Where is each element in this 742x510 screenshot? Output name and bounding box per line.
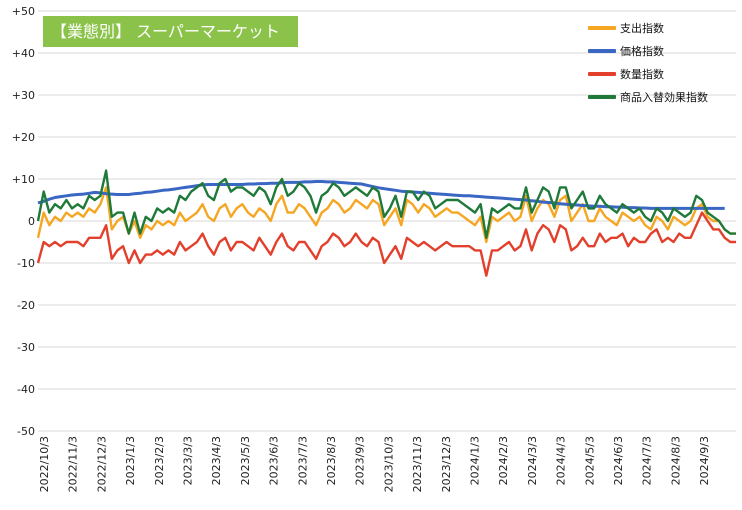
x-tick-label: 2024/5/3 [583, 436, 596, 485]
legend-item: 商品入替効果指数 [588, 85, 708, 108]
x-tick-label: 2023/10/3 [382, 436, 395, 492]
legend-label: 価格指数 [620, 44, 664, 58]
x-tick-label: 2023/8/3 [325, 436, 338, 485]
y-tick-label: +50 [12, 5, 35, 18]
x-tick-label: 2024/8/3 [669, 436, 682, 485]
legend-swatch [588, 94, 616, 99]
y-tick-label: -10 [17, 257, 35, 270]
x-tick-label: 2022/11/3 [67, 436, 80, 492]
series-line-2 [36, 211, 736, 277]
x-tick-label: 2023/4/3 [210, 436, 223, 485]
x-tick-label: 2024/2/3 [497, 436, 510, 485]
x-tick-label: 2024/9/3 [698, 436, 711, 485]
x-tick-label: 2023/2/3 [153, 436, 166, 485]
legend-item: 数量指数 [588, 62, 708, 85]
legend: 支出指数価格指数数量指数商品入替効果指数 [588, 16, 708, 108]
x-tick-label: 2024/6/3 [612, 436, 625, 485]
y-tick-label: +10 [12, 173, 35, 186]
x-tick-label: 2024/7/3 [641, 436, 654, 485]
legend-swatch [588, 25, 616, 30]
x-tick-label: 2023/3/3 [182, 436, 195, 485]
series-line-0 [36, 186, 736, 244]
x-tick-label: 2023/12/3 [440, 436, 453, 492]
y-tick-label: +20 [12, 131, 35, 144]
y-tick-label: -40 [17, 383, 35, 396]
y-axis-ticks: +50 +40 +30 +20 +10 0 -10 -20 -30 -40 -50 [12, 5, 35, 438]
legend-item: 価格指数 [588, 39, 708, 62]
series-lines [36, 169, 736, 277]
y-tick-label: -30 [17, 341, 35, 354]
x-tick-label: 2024/4/3 [555, 436, 568, 485]
x-tick-label: 2024/3/3 [526, 436, 539, 485]
y-tick-label: 0 [28, 215, 35, 228]
x-tick-label: 2023/9/3 [354, 436, 367, 485]
legend-swatch [588, 48, 616, 53]
x-axis-ticks: 2022/10/3 2022/11/3 2022/12/3 2023/1/3 2023/… [38, 436, 711, 492]
y-tick-label: -50 [17, 425, 35, 438]
x-tick-label: 2023/11/3 [411, 436, 424, 492]
x-tick-label: 2023/1/3 [124, 436, 137, 485]
x-tick-label: 2023/7/3 [296, 436, 309, 485]
y-tick-label: +40 [12, 47, 35, 60]
x-tick-label: 2023/6/3 [268, 436, 281, 485]
y-tick-label: +30 [12, 89, 35, 102]
chart-title: 【業態別】 スーパーマーケット [43, 16, 298, 47]
legend-swatch [588, 71, 616, 76]
y-tick-label: -20 [17, 299, 35, 312]
legend-item: 支出指数 [588, 16, 708, 39]
legend-label: 数量指数 [620, 67, 664, 81]
x-tick-label: 2022/12/3 [95, 436, 108, 492]
legend-label: 支出指数 [620, 21, 664, 35]
series-line-3 [36, 169, 736, 240]
x-tick-label: 2024/1/3 [469, 436, 482, 485]
legend-label: 商品入替効果指数 [620, 90, 708, 104]
x-tick-label: 2023/5/3 [239, 436, 252, 485]
x-tick-label: 2022/10/3 [38, 436, 51, 492]
